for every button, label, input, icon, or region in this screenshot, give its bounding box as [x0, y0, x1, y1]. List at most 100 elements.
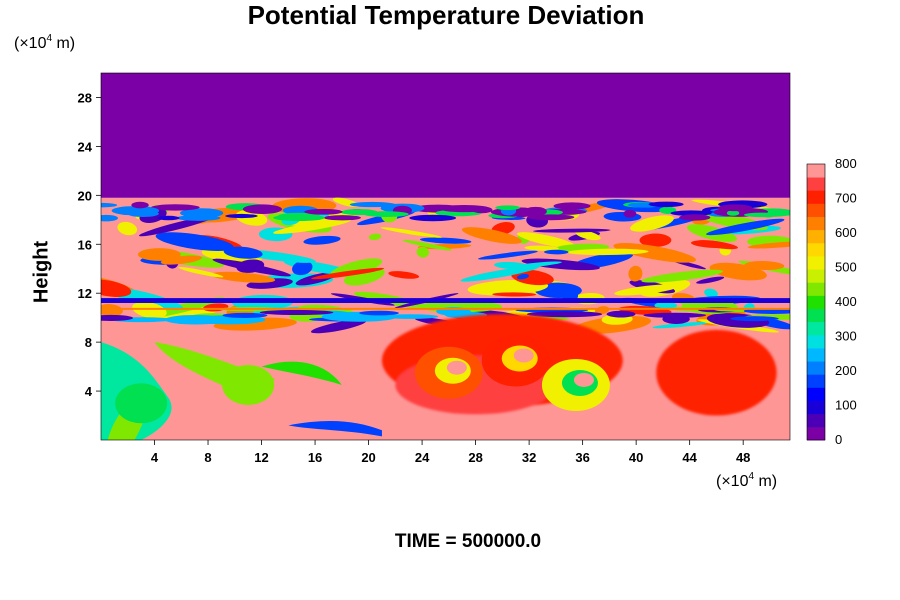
feature-plume — [115, 383, 168, 424]
streak — [101, 304, 123, 317]
time-label: TIME = 500000.0 — [394, 531, 542, 552]
streak — [730, 316, 779, 322]
streak — [259, 309, 334, 316]
y-tick-label: 16 — [78, 237, 92, 252]
streak — [521, 258, 600, 271]
streak — [242, 204, 283, 214]
x-tick-label: 28 — [468, 450, 482, 465]
streak — [303, 235, 341, 245]
x-tick-label: 36 — [575, 450, 589, 465]
x-tick-label: 40 — [629, 450, 643, 465]
streak — [311, 267, 385, 280]
x-tick-label: 20 — [361, 450, 375, 465]
colorbar-swatch — [807, 190, 825, 204]
colorbar-tick-label: 500 — [835, 260, 857, 275]
colorbar-swatch — [807, 242, 825, 257]
eddy-core — [573, 372, 594, 387]
streak — [101, 314, 134, 322]
streak — [679, 214, 711, 221]
y-tick-label: 20 — [78, 188, 92, 203]
colorbar-tick-label: 0 — [835, 432, 842, 447]
feature-eddy — [481, 334, 550, 387]
x-tick-label: 4 — [151, 450, 159, 465]
streak — [652, 322, 708, 329]
streak — [101, 279, 132, 297]
streak — [747, 241, 790, 249]
streak — [155, 232, 234, 251]
colorbar-tick-label: 200 — [835, 363, 857, 378]
colorbar-tick-label: 700 — [835, 191, 857, 206]
colorbar-swatch — [807, 321, 825, 336]
colorbar-swatch — [807, 308, 825, 323]
x-tick-label: 16 — [308, 450, 322, 465]
plume-core — [115, 383, 168, 424]
x-tick-label: 44 — [682, 450, 697, 465]
streak — [273, 219, 352, 234]
streak — [223, 246, 263, 259]
streak — [726, 210, 740, 216]
streak — [516, 273, 529, 280]
streak — [176, 215, 221, 221]
x-tick-label: 32 — [522, 450, 536, 465]
streak — [706, 218, 785, 236]
streak — [743, 212, 780, 218]
streak — [630, 215, 674, 232]
colorbar-swatch — [807, 269, 825, 283]
streak — [654, 301, 678, 310]
streak — [662, 314, 690, 324]
streak — [157, 215, 180, 221]
colorbar-swatch — [807, 203, 825, 217]
streak — [641, 269, 723, 283]
colorbar-swatch — [807, 177, 825, 191]
colorbar-tick-label: 600 — [835, 225, 857, 240]
y-tick-label: 28 — [78, 90, 92, 105]
streak — [132, 301, 167, 319]
plume-core — [222, 364, 275, 405]
streak — [696, 240, 738, 250]
streak — [382, 314, 439, 319]
streak — [151, 204, 200, 211]
streak — [368, 233, 382, 241]
streak — [222, 312, 268, 318]
chart-title: Potential Temperature Deviation — [247, 0, 645, 30]
colorbar-swatch — [807, 348, 825, 362]
streak — [478, 250, 538, 260]
colorbar-tick-label: 800 — [835, 156, 857, 171]
colorbar: 0 100 200 300 400 500 600 700 800 — [806, 156, 857, 447]
colorbar-swatch — [807, 400, 825, 415]
dark-band — [101, 298, 790, 303]
colorbar-tick-label: 400 — [835, 294, 857, 309]
streak — [416, 246, 430, 258]
streak — [380, 227, 443, 238]
streak — [623, 209, 637, 218]
streak — [526, 311, 603, 318]
plume-tail — [288, 421, 382, 437]
feature-eddy — [414, 346, 483, 399]
colorbar-swatch — [807, 334, 825, 349]
streak — [225, 213, 258, 219]
streak — [164, 314, 227, 325]
streak — [648, 201, 684, 208]
streak — [310, 319, 367, 334]
streak — [613, 243, 697, 263]
warm-region — [656, 329, 777, 416]
colorbar-swatch — [807, 426, 825, 441]
streak — [511, 269, 554, 286]
streak — [492, 292, 537, 297]
streak — [160, 255, 202, 265]
turbulent-layer — [101, 197, 790, 334]
colorbar-tick-label: 300 — [835, 329, 857, 344]
x-tick-label: 8 — [204, 450, 211, 465]
streak — [628, 265, 643, 282]
streak — [461, 227, 522, 244]
streak — [323, 215, 361, 221]
plot-area — [101, 73, 790, 440]
streak — [388, 271, 420, 279]
streak — [718, 204, 753, 212]
colorbar-swatch — [807, 256, 825, 270]
streak — [524, 245, 559, 251]
x-axis: 4 8 12 16 20 24 28 32 36 40 44 48 — [151, 440, 750, 465]
streak — [696, 276, 725, 284]
streak — [438, 204, 491, 213]
